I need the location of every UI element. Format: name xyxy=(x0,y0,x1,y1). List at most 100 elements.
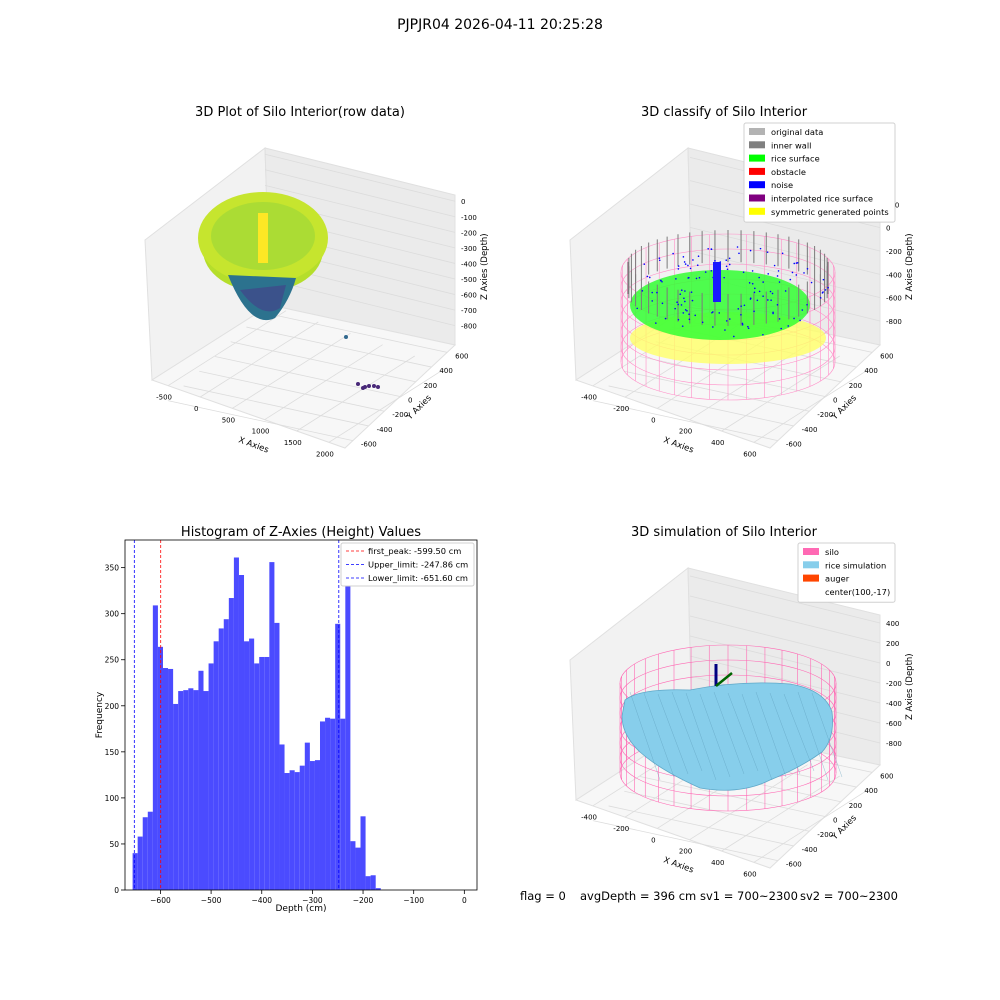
histogram-bar xyxy=(147,811,153,890)
classify-ztick: -200 xyxy=(886,248,902,256)
classify-noise-point xyxy=(641,290,644,292)
classify-ytick: -600 xyxy=(786,441,802,449)
classify-noise-point xyxy=(737,308,740,310)
histogram-bar xyxy=(335,623,341,890)
histogram-bar xyxy=(279,744,285,890)
histogram-ytick-label: 350 xyxy=(105,564,120,573)
classify-noise-point xyxy=(728,318,731,320)
histogram-ytick-label: 250 xyxy=(105,656,120,665)
classify-noise-point xyxy=(769,290,772,293)
raw-ytick: -600 xyxy=(361,441,377,449)
simulation-grid-y xyxy=(592,820,778,862)
histogram-bar xyxy=(238,575,245,890)
classify-legend-entry: obstacle xyxy=(771,167,806,177)
simulation-legend-entry: silo xyxy=(825,547,839,557)
raw-grid-y xyxy=(246,326,432,368)
classify-noise-point xyxy=(691,299,694,302)
histogram-bar xyxy=(162,668,169,890)
histogram-bar xyxy=(223,619,229,890)
histogram-ytick-label: 50 xyxy=(109,840,119,849)
raw-outlier-point xyxy=(361,386,365,390)
histogram-frame xyxy=(124,539,478,891)
raw-ytick: 400 xyxy=(439,367,452,375)
classify-noise-point xyxy=(787,325,790,327)
histogram-bar xyxy=(269,562,275,890)
classify-xtick: -200 xyxy=(613,405,629,413)
simulation-mesh-line xyxy=(713,691,745,775)
classify-noise-point xyxy=(810,281,813,284)
simulation-rice-mesh xyxy=(629,691,843,781)
classify-noise-point xyxy=(680,304,683,306)
simulation-mesh-line xyxy=(741,693,773,781)
raw-grid-y xyxy=(262,311,448,353)
simulation-legend: silo rice simulation auger center(100,-17) xyxy=(797,542,896,603)
classify-noise-point xyxy=(725,259,728,261)
simulation-xtick: 0 xyxy=(651,836,655,844)
histogram-ytick-label: 150 xyxy=(105,748,120,757)
classify-ztick: 0 xyxy=(886,225,890,233)
histogram-xtick-label: −100 xyxy=(403,896,424,905)
raw-ztick: -100 xyxy=(461,214,477,222)
status-flag: flag = 0 xyxy=(520,889,566,903)
raw-ztick: -600 xyxy=(461,292,477,300)
classify-noise-point xyxy=(710,269,713,272)
raw-outlier-point xyxy=(356,382,360,386)
histogram-bar xyxy=(188,688,194,890)
simulation-mesh-line xyxy=(629,691,661,781)
status-sv2: sv2 = 700~2300 xyxy=(800,889,898,903)
raw-grid xyxy=(167,153,456,443)
classify-noise-point xyxy=(695,277,698,280)
raw-outlier-points xyxy=(344,335,380,390)
histogram-xtick-label: −300 xyxy=(302,896,323,905)
classify-noise-point xyxy=(672,252,674,255)
classify-legend-swatch xyxy=(749,154,765,162)
classify-noise-point xyxy=(749,298,752,300)
simulation-mesh-line xyxy=(811,692,843,778)
classify-noise-point xyxy=(723,276,725,279)
classify-noise-point xyxy=(707,247,709,250)
classify-noise-point xyxy=(651,291,654,294)
classify-noise-point xyxy=(819,296,822,299)
classify-noise-point xyxy=(682,312,685,314)
raw-zlabel: Z Axies (Depth) xyxy=(480,233,490,300)
histogram-ytick-label: 100 xyxy=(105,794,120,803)
classify-noise-point xyxy=(776,303,779,306)
classify-noise-point xyxy=(676,301,678,303)
histogram-panel: Histogram of Z-Axies (Height) Values −60… xyxy=(95,525,478,914)
simulation-grid-y xyxy=(639,776,826,817)
classify-noise-point xyxy=(742,271,745,274)
classify-noise-point xyxy=(796,262,799,264)
simulation-grid-x xyxy=(721,775,840,852)
simulation-xlabel: X Axies xyxy=(662,855,695,875)
classify-noise-point xyxy=(698,276,701,279)
histogram-legend: first_peak: -599.50 cm Upper_limit: -247.… xyxy=(340,542,475,587)
classify-noise-point xyxy=(677,268,680,270)
simulation-ztick: 200 xyxy=(886,640,899,648)
classify-noise-point xyxy=(661,280,663,283)
simulation-panel-title: 3D simulation of Silo Interior xyxy=(631,525,818,540)
histogram-bar xyxy=(340,718,346,890)
classify-noise-point xyxy=(806,303,808,306)
classify-noise-point xyxy=(751,270,754,272)
classify-noise-point xyxy=(803,272,805,274)
raw-xtick: 500 xyxy=(222,416,235,424)
histogram-bar xyxy=(208,663,214,890)
classify-noise-point xyxy=(675,278,677,280)
histogram-bar xyxy=(289,770,295,890)
simulation-ytick: 0 xyxy=(833,817,837,825)
classify-grid-y xyxy=(624,370,810,412)
classify-xtick: 600 xyxy=(743,450,756,458)
raw-ztick: -800 xyxy=(461,323,477,331)
simulation-xtick: 600 xyxy=(743,870,756,878)
raw-cloud-cone-core xyxy=(240,285,286,312)
raw-outlier-point xyxy=(372,384,376,388)
raw-grid-x xyxy=(328,366,448,443)
classify-noise-point xyxy=(762,333,764,336)
raw-outlier-point xyxy=(376,385,380,389)
classify-noise-point xyxy=(767,299,769,301)
classify-noise-point xyxy=(728,263,731,266)
classify-axes: -400-20002004006006004002000-200-400-600… xyxy=(581,201,915,458)
simulation-mesh-line xyxy=(727,692,759,772)
histogram-vlines xyxy=(133,540,340,890)
